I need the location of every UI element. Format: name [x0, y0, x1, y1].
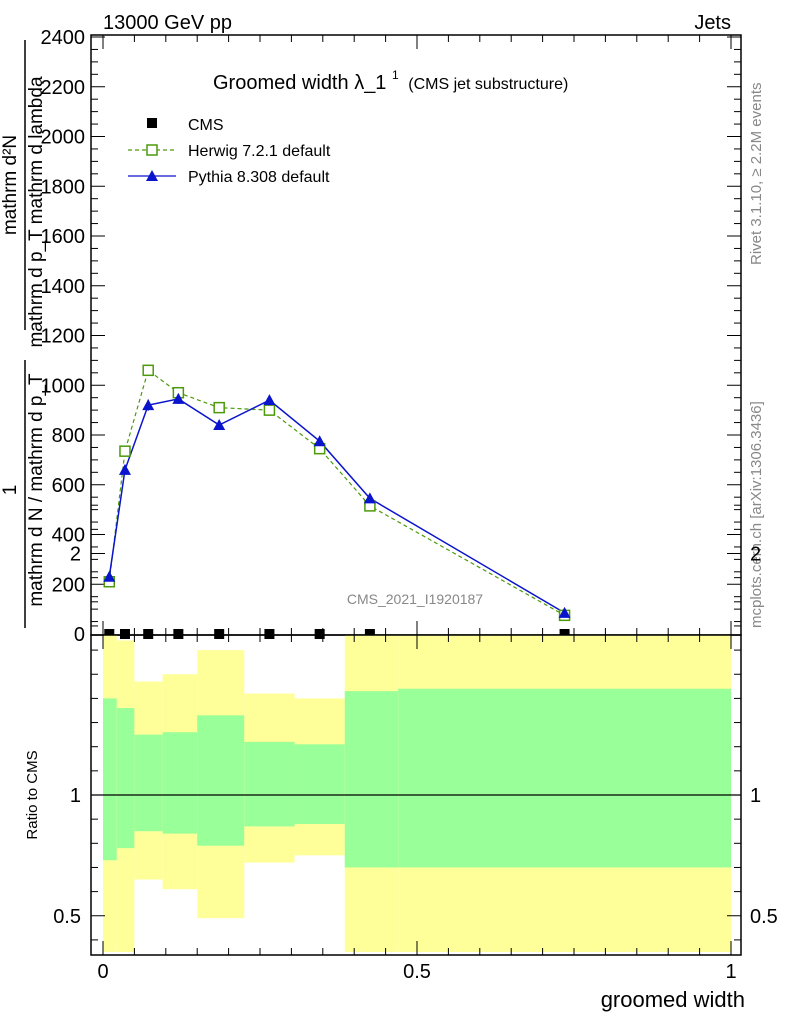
legend-marker-pythia	[146, 170, 158, 181]
stat-band	[197, 715, 245, 846]
pythia-point	[558, 606, 571, 618]
cms-point	[104, 629, 115, 639]
main-ytick-label: 1200	[41, 326, 86, 348]
main-ytick-label: 400	[52, 525, 85, 547]
main-ytick-label: 2200	[41, 77, 86, 99]
main-ytick-label: 1600	[41, 226, 86, 248]
xlabel: groomed width	[601, 987, 745, 1012]
cms-point	[119, 629, 130, 639]
main-ytick-label-zero: 0	[74, 624, 85, 646]
cms-point	[264, 629, 275, 639]
ylabel-top: mathrm d²N	[0, 135, 21, 235]
ratio-ylabel: Ratio to CMS	[24, 750, 41, 839]
stat-band	[103, 698, 117, 861]
legend: CMS Herwig 7.2.1 default Pythia 8.308 de…	[128, 117, 331, 186]
legend-label-cms: CMS	[188, 117, 224, 134]
ratio-bands	[91, 635, 741, 952]
title-subtitle: (CMS jet substructure)	[408, 76, 568, 93]
analysis-id-label: CMS_2021_I1920187	[347, 591, 483, 607]
herwig-point	[263, 404, 276, 416]
stat-band	[116, 708, 135, 849]
main-ytick-label: 2000	[41, 127, 86, 149]
pythia-line	[108, 398, 565, 614]
energy-label: 13000 GeV pp	[103, 12, 232, 34]
ratio-ytick-label-right: 2	[750, 544, 761, 566]
ratio-ytick-label-right: 1	[750, 785, 761, 807]
plot-title: Groomed width λ_1 1 (CMS jet substructur…	[213, 62, 568, 94]
title-main: Groomed width	[213, 72, 349, 94]
cms-point	[314, 629, 325, 639]
main-plot: 200 400 600 800 1000 1200 1400 1600 1800 2000 2200…	[41, 27, 742, 646]
title-superscript: 1	[392, 68, 399, 82]
stat-band	[134, 734, 163, 832]
herwig-point	[213, 401, 225, 414]
ratio-xtick-label: 0.5	[403, 961, 431, 983]
stat-band	[344, 691, 399, 868]
legend-label-herwig: Herwig 7.2.1 default	[188, 143, 331, 160]
cms-point	[559, 629, 570, 639]
main-ytick-label: 1400	[41, 276, 86, 298]
svg-text:Groomed width λ_1: Groomed width λ_1 1 (CMS jet substructur…	[213, 62, 568, 94]
category-label: Jets	[694, 12, 731, 34]
stat-band	[244, 741, 295, 827]
stat-band	[162, 732, 198, 834]
main-ytick-label: 1800	[41, 176, 86, 198]
title-symbol: λ_1	[354, 72, 386, 94]
ratio-xtick-label: 0	[97, 961, 108, 983]
legend-marker-herwig	[146, 144, 158, 156]
pythia-point	[172, 392, 185, 404]
pythia-point	[213, 419, 226, 431]
rivet-label: Rivet 3.1.10, ≥ 2.2M events	[748, 83, 765, 266]
ratio-ytick-label-right: 0.5	[750, 906, 778, 928]
ratio-ytick-label: 2	[70, 544, 81, 566]
ratio-xtick-label: 1	[725, 961, 736, 983]
main-ytick-label: 800	[52, 425, 85, 447]
ylabel-one: 1	[0, 485, 21, 496]
ratio-ytick-label: 0.5	[53, 906, 81, 928]
pythia-point	[313, 435, 326, 447]
cms-point	[143, 629, 154, 639]
cms-point	[364, 629, 375, 639]
pythia-point	[103, 570, 116, 582]
pythia-point	[142, 399, 155, 411]
ylabel-top-denominator: mathrm d p_T mathrm d lambda	[26, 76, 47, 347]
main-ylabel: mathrm d²N mathrm d p_T mathrm d lambda …	[0, 40, 47, 628]
ratio-ytick-label: 1	[70, 785, 81, 807]
herwig-line	[108, 369, 565, 616]
pythia-point	[118, 463, 131, 475]
herwig-point	[119, 445, 131, 457]
herwig-point	[142, 364, 154, 377]
mcplots-label: mcplots.cern.ch [arXiv:1306.3436]	[748, 401, 765, 628]
ylabel-bottom: mathrm d N / mathrm d p_T	[26, 373, 47, 607]
cms-point	[214, 629, 225, 639]
ratio-axes: 0.5 0.5 1 1 2 2 0 0.5 1	[53, 504, 778, 983]
ratio-plot: 0.5 0.5 1 1 2 2 0 0.5 1	[53, 504, 778, 983]
stat-band	[294, 744, 345, 824]
pythia-point	[263, 394, 276, 406]
stat-band	[398, 688, 731, 868]
main-ytick-label: 1000	[41, 375, 86, 397]
legend-label-pythia: Pythia 8.308 default	[188, 169, 330, 186]
main-ytick-label: 600	[52, 475, 85, 497]
legend-marker-cms	[147, 118, 157, 128]
pythia-point	[363, 492, 376, 504]
main-ytick-label: 2400	[41, 27, 86, 49]
main-axes: 200 400 600 800 1000 1200 1400 1600 1800 2000 2200…	[41, 27, 742, 646]
main-ytick-label: 200	[52, 574, 85, 596]
main-series	[103, 364, 571, 639]
cms-point	[173, 629, 184, 639]
